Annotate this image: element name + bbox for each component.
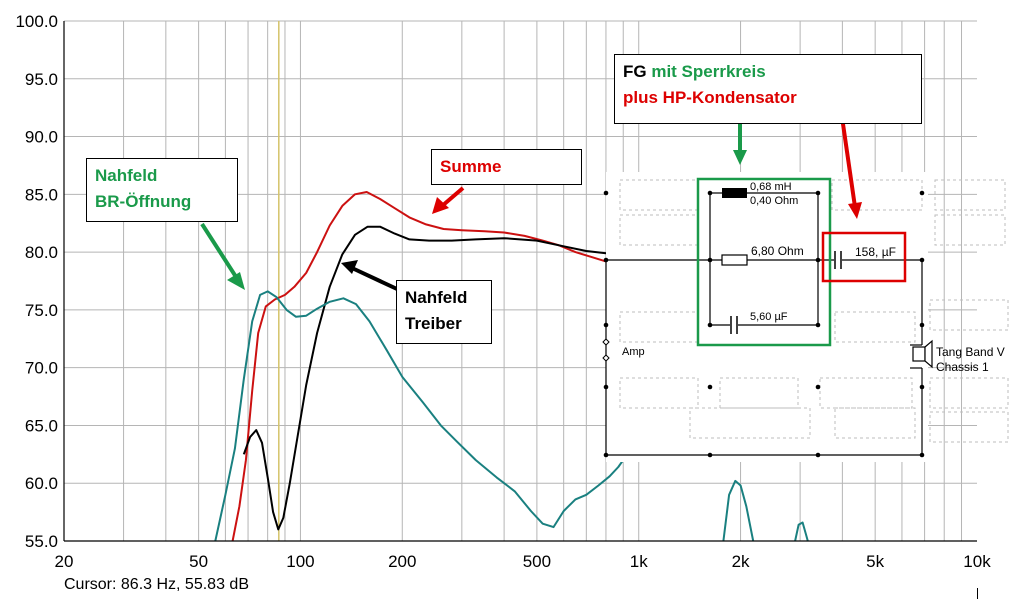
- arrow-br-oeffnung-head: [227, 272, 245, 290]
- y-tick-label: 70.0: [25, 359, 58, 378]
- x-tick-label: 2k: [732, 552, 750, 571]
- x-tick-label: 5k: [866, 552, 884, 571]
- callout-sperrkreis-text: mit Sperrkreis: [646, 62, 766, 81]
- callout-fg-text: FG: [623, 62, 647, 81]
- resistor-label: 6,80 Ohm: [751, 244, 804, 258]
- arrow-sperrkreis-head: [733, 150, 747, 165]
- arrow-br-oeffnung: [200, 222, 240, 282]
- crossover-schematic: 0,68 mH 0,40 Ohm 6,80 Ohm 5,60 µF 158, µ…: [602, 172, 1009, 462]
- schematic-placeholder-grid: [619, 179, 1009, 443]
- x-tick-label: 1k: [630, 552, 648, 571]
- hp-capacitor-highlight-box: [821, 231, 907, 283]
- x-tick-label: 100: [286, 552, 314, 571]
- y-tick-label: 100.0: [15, 12, 58, 31]
- inductor-symbol: [722, 188, 747, 198]
- callout-fg-sperrkreis: FG mit Sperrkreis plus HP-Kondensator: [614, 54, 922, 124]
- x-tick-label: 10k: [963, 552, 991, 571]
- parallel-cap-label: 5,60 µF: [750, 311, 788, 323]
- y-tick-label: 65.0: [25, 416, 58, 435]
- series-line-2: [214, 290, 625, 542]
- cursor-readout: Cursor: 86.3 Hz, 55.83 dB: [64, 576, 249, 593]
- arrow-hp-kondensator: [840, 116, 857, 208]
- annotation-arrows: [200, 116, 862, 291]
- x-tick-label: 500: [523, 552, 551, 571]
- y-tick-label: 90.0: [25, 128, 58, 147]
- hp-capacitor-symbol: [834, 251, 842, 269]
- arrow-summe-head: [432, 197, 449, 214]
- callout-nahfeld-treiber-line2: Treiber: [405, 314, 462, 333]
- x-tick-label: 200: [388, 552, 416, 571]
- arrow-summe: [440, 186, 465, 208]
- callout-summe-label: Summe: [440, 157, 502, 176]
- series-line-1: [242, 225, 624, 531]
- callout-nahfeld-treiber-line1: Nahfeld: [405, 288, 468, 307]
- callout-nahfeld-br-oeffnung: Nahfeld BR-Öffnung: [86, 158, 238, 222]
- speaker-label-2: Chassis 1: [936, 360, 989, 374]
- series-line-0: [231, 191, 616, 542]
- speaker-symbol: [912, 339, 933, 369]
- inductor-label-1: 0,68 mH: [750, 181, 792, 193]
- hp-cap-label: 158, µF: [855, 245, 896, 259]
- y-tick-label: 60.0: [25, 474, 58, 493]
- speaker-label-1: Tang Band V: [936, 345, 1005, 359]
- y-tick-label: 55.0: [25, 532, 58, 551]
- inductor-label-2: 0,40 Ohm: [750, 195, 798, 207]
- parallel-capacitor-symbol: [730, 316, 738, 334]
- series-line-4: [794, 521, 809, 542]
- y-tick-label: 75.0: [25, 301, 58, 320]
- series-layer: [214, 191, 809, 542]
- node-dots: [603, 190, 925, 458]
- arrow-treiber: [351, 266, 398, 291]
- arrow-hp-kondensator-head: [848, 202, 862, 219]
- amp-terminals: [602, 338, 610, 362]
- x-tick-label: 20: [55, 552, 74, 571]
- x-tick-label: 50: [189, 552, 208, 571]
- series-line-3: [722, 479, 755, 542]
- amp-label: Amp: [622, 346, 645, 358]
- y-tick-label: 95.0: [25, 70, 58, 89]
- callout-nahfeld-br-line2: BR-Öffnung: [95, 192, 192, 211]
- callout-summe: Summe: [431, 149, 582, 185]
- status-bar-separator: [977, 588, 978, 599]
- callout-hp-kondensator-text: plus HP-Kondensator: [623, 88, 797, 107]
- y-tick-label: 85.0: [25, 185, 58, 204]
- callout-nahfeld-br-line1: Nahfeld: [95, 166, 158, 185]
- arrow-treiber-head: [341, 260, 358, 274]
- sperrkreis-highlight-box: [696, 177, 832, 347]
- resistor-symbol: [721, 254, 748, 266]
- callout-nahfeld-treiber: Nahfeld Treiber: [396, 280, 492, 344]
- y-tick-label: 80.0: [25, 243, 58, 262]
- callout-fg-line1: FG mit Sperrkreis: [623, 59, 913, 85]
- axis-layer: 100.0 95.0 90.0 85.0 80.0 75.0 70.0 65.0 60.0 55.…: [15, 12, 991, 571]
